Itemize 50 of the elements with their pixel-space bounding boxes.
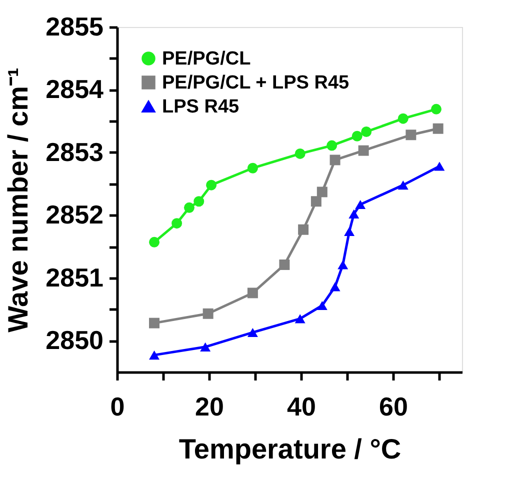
point (247, 328, 258, 338)
point (247, 162, 258, 174)
point (294, 314, 306, 324)
point (279, 259, 290, 270)
point (344, 226, 355, 236)
point (430, 104, 442, 114)
point (316, 186, 328, 198)
x-tick-label: 40 (287, 392, 316, 422)
point (326, 140, 338, 151)
point (202, 308, 214, 319)
x-tick-label: 60 (379, 392, 408, 422)
point (330, 154, 340, 166)
point (398, 180, 408, 190)
point (330, 282, 340, 292)
point (398, 113, 408, 124)
y-tick-label: 2855 (46, 12, 104, 42)
point (298, 224, 309, 235)
point (355, 200, 366, 210)
point (432, 123, 444, 134)
y-tick-label: 2852 (46, 200, 104, 230)
legend-label: LPS R45 (162, 96, 240, 118)
x-tick-label: 20 (195, 392, 224, 422)
point (316, 300, 328, 310)
y-tick-label: 2851 (46, 262, 104, 292)
point (434, 162, 445, 171)
point (247, 288, 258, 298)
point (348, 209, 360, 218)
point (310, 196, 322, 207)
point (200, 342, 211, 352)
point (149, 318, 160, 328)
point (294, 148, 306, 159)
point (361, 126, 372, 137)
point (358, 145, 369, 156)
point (352, 130, 362, 142)
point (172, 218, 182, 229)
x-tick-label: 0 (110, 392, 125, 422)
legend-label: PE/PG/CL + LPS R45 (162, 72, 350, 94)
point (194, 196, 204, 207)
point (406, 130, 416, 140)
y-tick-label: 2854 (46, 74, 104, 104)
point (149, 350, 160, 360)
point (206, 180, 217, 190)
y-axis-title: Wave number / cm⁻¹ (2, 68, 34, 332)
point (338, 260, 348, 270)
y-tick-label: 2853 (46, 136, 104, 167)
x-axis-title: Temperature / °C (178, 434, 402, 464)
point (184, 202, 194, 213)
y-tick-label: 2850 (46, 325, 104, 356)
legend-label: PE/PG/CL (162, 48, 252, 70)
point (149, 236, 160, 248)
